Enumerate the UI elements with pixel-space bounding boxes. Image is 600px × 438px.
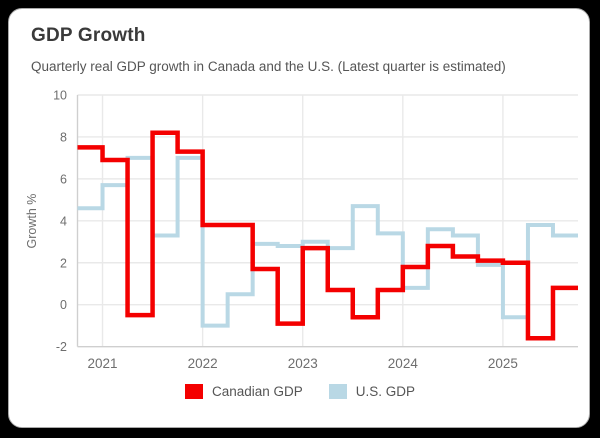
chart-title: GDP Growth <box>31 25 146 46</box>
legend-item-us-gdp: U.S. GDP <box>328 384 416 399</box>
legend-item-canadian-gdp: Canadian GDP <box>184 384 303 399</box>
chart-subtitle: Quarterly real GDP growth in Canada and … <box>31 59 506 74</box>
legend-label-us-gdp: U.S. GDP <box>355 384 416 399</box>
chart-card: GDP Growth Quarterly real GDP growth in … <box>8 8 590 428</box>
chart-legend: Canadian GDP U.S. GDP <box>0 384 600 399</box>
legend-swatch-us-gdp <box>328 384 347 399</box>
legend-label-canadian-gdp: Canadian GDP <box>211 384 303 399</box>
legend-swatch-canadian-gdp <box>184 384 203 399</box>
